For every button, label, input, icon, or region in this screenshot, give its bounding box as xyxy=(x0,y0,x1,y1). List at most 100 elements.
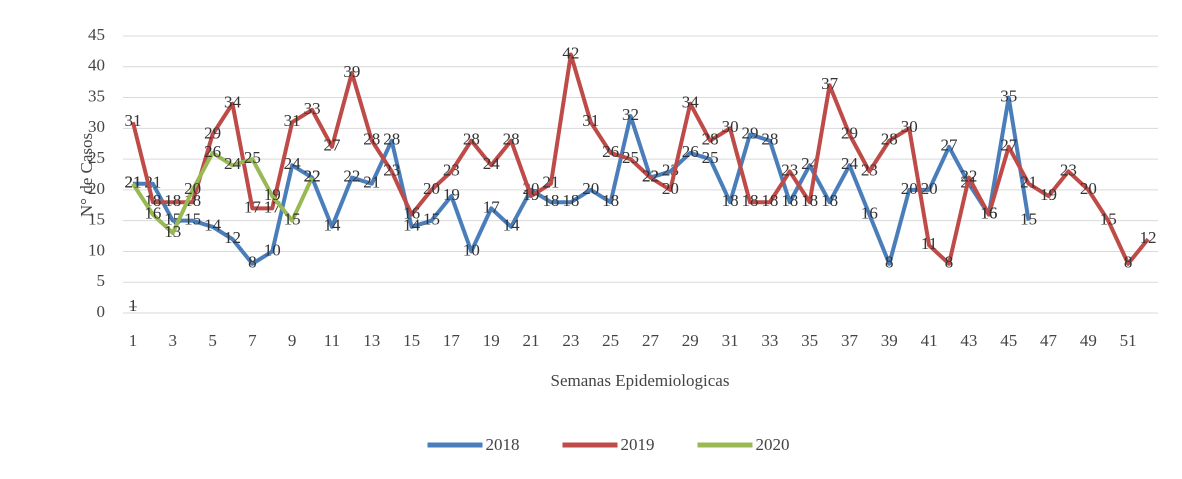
data-label: 26 xyxy=(682,142,699,161)
data-label: 28 xyxy=(383,130,400,149)
data-label: 28 xyxy=(881,130,898,149)
x-tick-label: 9 xyxy=(288,331,297,350)
x-tick-label: 41 xyxy=(921,331,938,350)
data-label: 28 xyxy=(463,130,480,149)
data-label: 20 xyxy=(901,179,918,198)
data-label: 18 xyxy=(821,191,838,210)
data-label: 42 xyxy=(562,43,579,62)
data-label: 34 xyxy=(224,93,242,112)
data-label: 22 xyxy=(642,166,659,185)
data-label: 24 xyxy=(841,154,859,173)
x-tick-label: 19 xyxy=(483,331,500,350)
data-label: 1 xyxy=(129,296,138,315)
y-axis-title: N° de Casos xyxy=(77,133,96,217)
y-tick-label: 0 xyxy=(97,302,106,321)
data-label: 18 xyxy=(602,191,619,210)
data-label: 28 xyxy=(761,130,778,149)
data-label: 22 xyxy=(343,166,360,185)
data-label: 33 xyxy=(304,99,321,118)
data-label: 19 xyxy=(264,185,281,204)
data-label: 30 xyxy=(722,117,739,136)
x-tick-label: 21 xyxy=(523,331,540,350)
x-tick-label: 23 xyxy=(562,331,579,350)
legend-label: 2018 xyxy=(486,435,520,454)
data-label: 16 xyxy=(403,203,420,222)
data-label: 13 xyxy=(164,222,181,241)
data-label: 18 xyxy=(164,191,181,210)
x-tick-label: 47 xyxy=(1040,331,1058,350)
data-label: 24 xyxy=(284,154,302,173)
data-label: 31 xyxy=(582,111,599,130)
data-label: 8 xyxy=(1124,253,1133,272)
data-label: 15 xyxy=(423,210,440,229)
data-label: 10 xyxy=(463,240,480,259)
data-label: 12 xyxy=(1140,228,1157,247)
x-tick-label: 37 xyxy=(841,331,859,350)
x-tick-label: 51 xyxy=(1120,331,1137,350)
data-label: 16 xyxy=(861,203,878,222)
data-label: 29 xyxy=(741,123,758,142)
data-label: 16 xyxy=(980,203,997,222)
data-label: 22 xyxy=(304,166,321,185)
x-tick-label: 15 xyxy=(403,331,420,350)
data-label: 23 xyxy=(443,160,460,179)
data-label: 21 xyxy=(542,173,559,192)
series-line xyxy=(131,52,1150,266)
data-label: 17 xyxy=(483,197,501,216)
data-label: 22 xyxy=(304,166,321,185)
data-label: 26 xyxy=(602,142,619,161)
data-label: 26 xyxy=(204,142,221,161)
data-label: 31 xyxy=(284,111,301,130)
data-label: 24 xyxy=(483,154,501,173)
y-tick-label: 30 xyxy=(88,117,105,136)
y-tick-label: 45 xyxy=(88,25,105,44)
data-label: 23 xyxy=(383,160,400,179)
data-label: 29 xyxy=(204,123,221,142)
x-tick-label: 7 xyxy=(248,331,257,350)
data-label: 20 xyxy=(582,179,599,198)
data-label: 15 xyxy=(1020,210,1037,229)
data-label: 22 xyxy=(960,166,977,185)
data-label: 20 xyxy=(921,179,938,198)
data-label: 19 xyxy=(523,185,540,204)
data-label: 18 xyxy=(722,191,739,210)
data-label: 14 xyxy=(403,216,421,235)
data-label: 15 xyxy=(184,210,201,229)
y-tick-label: 25 xyxy=(88,148,105,167)
x-tick-label: 45 xyxy=(1000,331,1017,350)
data-label: 11 xyxy=(921,234,937,253)
x-tick-label: 5 xyxy=(208,331,217,350)
data-label: 34 xyxy=(682,93,700,112)
legend-label: 2019 xyxy=(621,435,655,454)
data-label: 19 xyxy=(1040,185,1057,204)
data-label: 10 xyxy=(264,240,281,259)
data-label: 27 xyxy=(1000,136,1018,155)
data-label: 18 xyxy=(801,191,818,210)
data-label: 27 xyxy=(323,136,341,155)
y-tick-label: 5 xyxy=(97,271,106,290)
x-tick-label: 11 xyxy=(324,331,340,350)
data-label: 25 xyxy=(622,148,639,167)
x-tick-label: 39 xyxy=(881,331,898,350)
data-label: 8 xyxy=(248,253,257,272)
x-tick-label: 13 xyxy=(363,331,380,350)
y-tick-label: 35 xyxy=(88,86,105,105)
series-line xyxy=(131,150,314,235)
data-label: 21 xyxy=(1020,173,1037,192)
data-label: 15 xyxy=(284,210,301,229)
data-label: 21 xyxy=(124,173,141,192)
data-label: 19 xyxy=(443,185,460,204)
data-label: 15 xyxy=(1100,210,1117,229)
data-label: 35 xyxy=(1000,86,1017,105)
data-label: 28 xyxy=(363,130,380,149)
legend-label: 2020 xyxy=(756,435,790,454)
x-tick-label: 35 xyxy=(801,331,818,350)
data-label: 29 xyxy=(841,123,858,142)
data-label: 23 xyxy=(781,160,798,179)
data-label: 18 xyxy=(781,191,798,210)
data-label: 24 xyxy=(224,154,242,173)
data-label: 32 xyxy=(622,105,639,124)
data-label: 14 xyxy=(323,216,341,235)
